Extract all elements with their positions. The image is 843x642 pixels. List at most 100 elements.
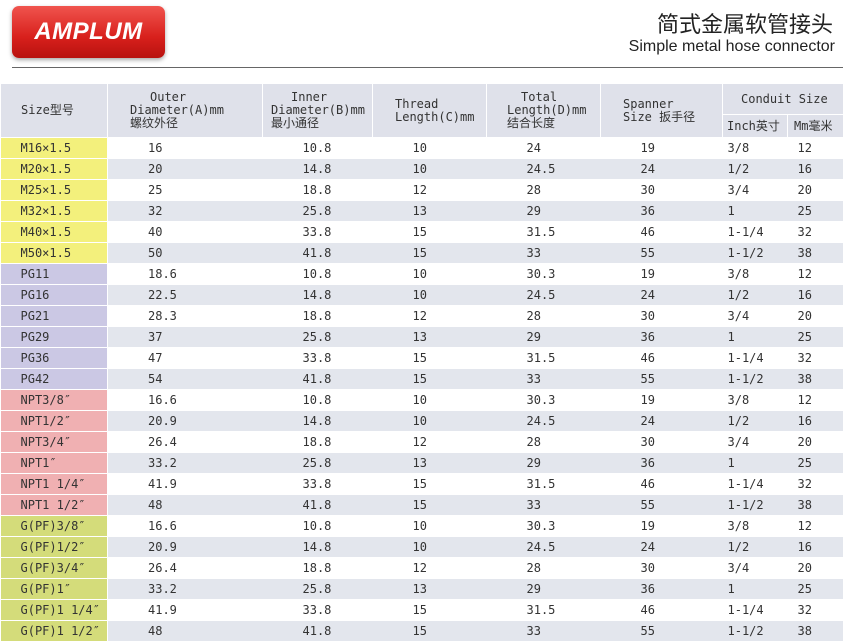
cell-conduit-mm: 16: [788, 159, 843, 180]
cell-total-length: 29: [487, 453, 601, 474]
cell-size: G(PF)3/4″: [1, 558, 108, 579]
cell-outer-diameter: 33.2: [108, 453, 263, 474]
cell-conduit-mm: 38: [788, 495, 843, 516]
page-title-cn: 简式金属软管接头: [657, 7, 833, 39]
cell-conduit-inch: 1-1/4: [723, 474, 788, 495]
cell-total-length: 28: [487, 306, 601, 327]
cell-spanner-size: 36: [601, 201, 723, 222]
cell-inner-diameter: 10.8: [263, 390, 373, 411]
cell-outer-diameter: 48: [108, 621, 263, 642]
cell-conduit-mm: 20: [788, 432, 843, 453]
cell-inner-diameter: 14.8: [263, 411, 373, 432]
cell-spanner-size: 55: [601, 495, 723, 516]
cell-total-length: 31.5: [487, 222, 601, 243]
cell-inner-diameter: 33.8: [263, 600, 373, 621]
cell-total-length: 29: [487, 201, 601, 222]
cell-inner-diameter: 25.8: [263, 579, 373, 600]
cell-outer-diameter: 48: [108, 495, 263, 516]
cell-size: NPT1 1/4″: [1, 474, 108, 495]
cell-thread-length: 10: [373, 390, 487, 411]
cell-outer-diameter: 40: [108, 222, 263, 243]
cell-thread-length: 13: [373, 579, 487, 600]
cell-spanner-size: 24: [601, 285, 723, 306]
cell-conduit-inch: 1-1/2: [723, 495, 788, 516]
cell-outer-diameter: 16.6: [108, 390, 263, 411]
cell-spanner-size: 36: [601, 453, 723, 474]
cell-conduit-inch: 3/4: [723, 306, 788, 327]
cell-conduit-inch: 1-1/4: [723, 600, 788, 621]
cell-total-length: 29: [487, 579, 601, 600]
cell-conduit-mm: 12: [788, 264, 843, 285]
cell-spanner-size: 30: [601, 558, 723, 579]
cell-thread-length: 13: [373, 201, 487, 222]
cell-conduit-inch: 3/8: [723, 516, 788, 537]
cell-conduit-mm: 20: [788, 180, 843, 201]
cell-outer-diameter: 20.9: [108, 537, 263, 558]
cell-total-length: 33: [487, 621, 601, 642]
cell-outer-diameter: 18.6: [108, 264, 263, 285]
cell-outer-diameter: 20: [108, 159, 263, 180]
cell-total-length: 24.5: [487, 285, 601, 306]
cell-conduit-inch: 1: [723, 327, 788, 348]
cell-thread-length: 10: [373, 516, 487, 537]
cell-thread-length: 12: [373, 306, 487, 327]
divider: [12, 67, 843, 68]
cell-total-length: 24.5: [487, 159, 601, 180]
cell-size: G(PF)3/8″: [1, 516, 108, 537]
amplum-logo: AMPLUM: [12, 6, 165, 58]
cell-spanner-size: 24: [601, 159, 723, 180]
cell-spanner-size: 30: [601, 180, 723, 201]
page-title-en: Simple metal hose connector: [629, 38, 835, 56]
cell-conduit-mm: 38: [788, 621, 843, 642]
cell-thread-length: 13: [373, 327, 487, 348]
cell-spanner-size: 19: [601, 138, 723, 159]
cell-size: NPT1″: [1, 453, 108, 474]
cell-total-length: 28: [487, 180, 601, 201]
cell-spanner-size: 19: [601, 390, 723, 411]
cell-thread-length: 10: [373, 264, 487, 285]
cell-thread-length: 13: [373, 453, 487, 474]
cell-outer-diameter: 41.9: [108, 474, 263, 495]
cell-size: M32×1.5: [1, 201, 108, 222]
cell-inner-diameter: 10.8: [263, 516, 373, 537]
cell-total-length: 33: [487, 495, 601, 516]
cell-size: G(PF)1″: [1, 579, 108, 600]
cell-spanner-size: 55: [601, 243, 723, 264]
cell-outer-diameter: 16.6: [108, 516, 263, 537]
cell-inner-diameter: 25.8: [263, 453, 373, 474]
cell-conduit-mm: 32: [788, 348, 843, 369]
cell-total-length: 28: [487, 558, 601, 579]
cell-conduit-inch: 1/2: [723, 537, 788, 558]
cell-spanner-size: 30: [601, 306, 723, 327]
cell-spanner-size: 19: [601, 516, 723, 537]
cell-spanner-size: 24: [601, 411, 723, 432]
cell-conduit-mm: 25: [788, 201, 843, 222]
cell-total-length: 24.5: [487, 411, 601, 432]
cell-inner-diameter: 18.8: [263, 558, 373, 579]
cell-inner-diameter: 14.8: [263, 159, 373, 180]
cell-outer-diameter: 22.5: [108, 285, 263, 306]
cell-size: G(PF)1 1/2″: [1, 621, 108, 642]
cell-outer-diameter: 37: [108, 327, 263, 348]
cell-thread-length: 10: [373, 411, 487, 432]
cell-inner-diameter: 18.8: [263, 432, 373, 453]
cell-total-length: 24: [487, 138, 601, 159]
cell-outer-diameter: 26.4: [108, 432, 263, 453]
cell-size: M50×1.5: [1, 243, 108, 264]
